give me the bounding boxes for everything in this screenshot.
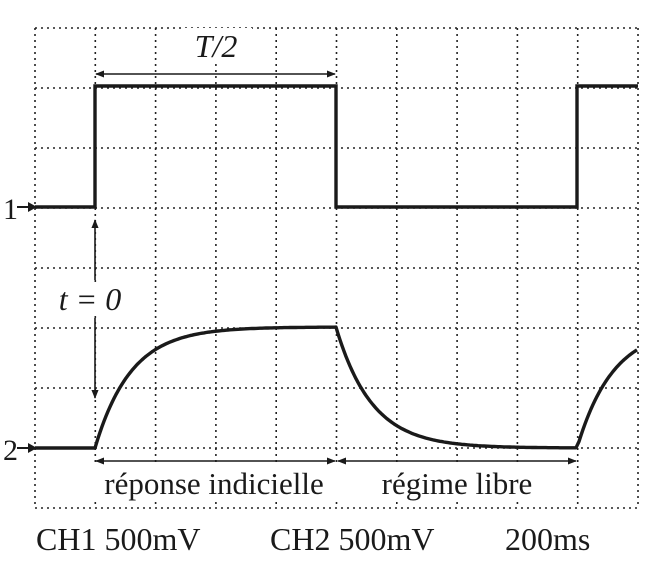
ch1-marker: 1 xyxy=(3,193,37,226)
free-regime-label: régime libre xyxy=(382,466,533,501)
ch1-setting: CH1 500mV xyxy=(36,521,201,557)
svg-text:2: 2 xyxy=(3,434,18,467)
t0-annotation: t = 0 xyxy=(42,219,138,399)
phase-annotation: réponse indicielle régime libre xyxy=(86,457,577,502)
ch2-marker: 2 xyxy=(3,434,37,467)
t0-label: t = 0 xyxy=(59,281,121,317)
step-response-label: réponse indicielle xyxy=(104,466,324,501)
svg-text:1: 1 xyxy=(3,193,18,226)
ch1-trace xyxy=(35,84,638,209)
timebase-setting: 200ms xyxy=(505,521,591,557)
ch2-trace xyxy=(35,325,638,450)
ch2-setting: CH2 500mV xyxy=(270,521,435,557)
half-period-label: T/2 xyxy=(195,28,238,64)
half-period-annotation: T/2 xyxy=(95,28,336,78)
oscilloscope-screen: 1 2 T/2 t = 0 réponse indicielle régime … xyxy=(3,27,639,509)
